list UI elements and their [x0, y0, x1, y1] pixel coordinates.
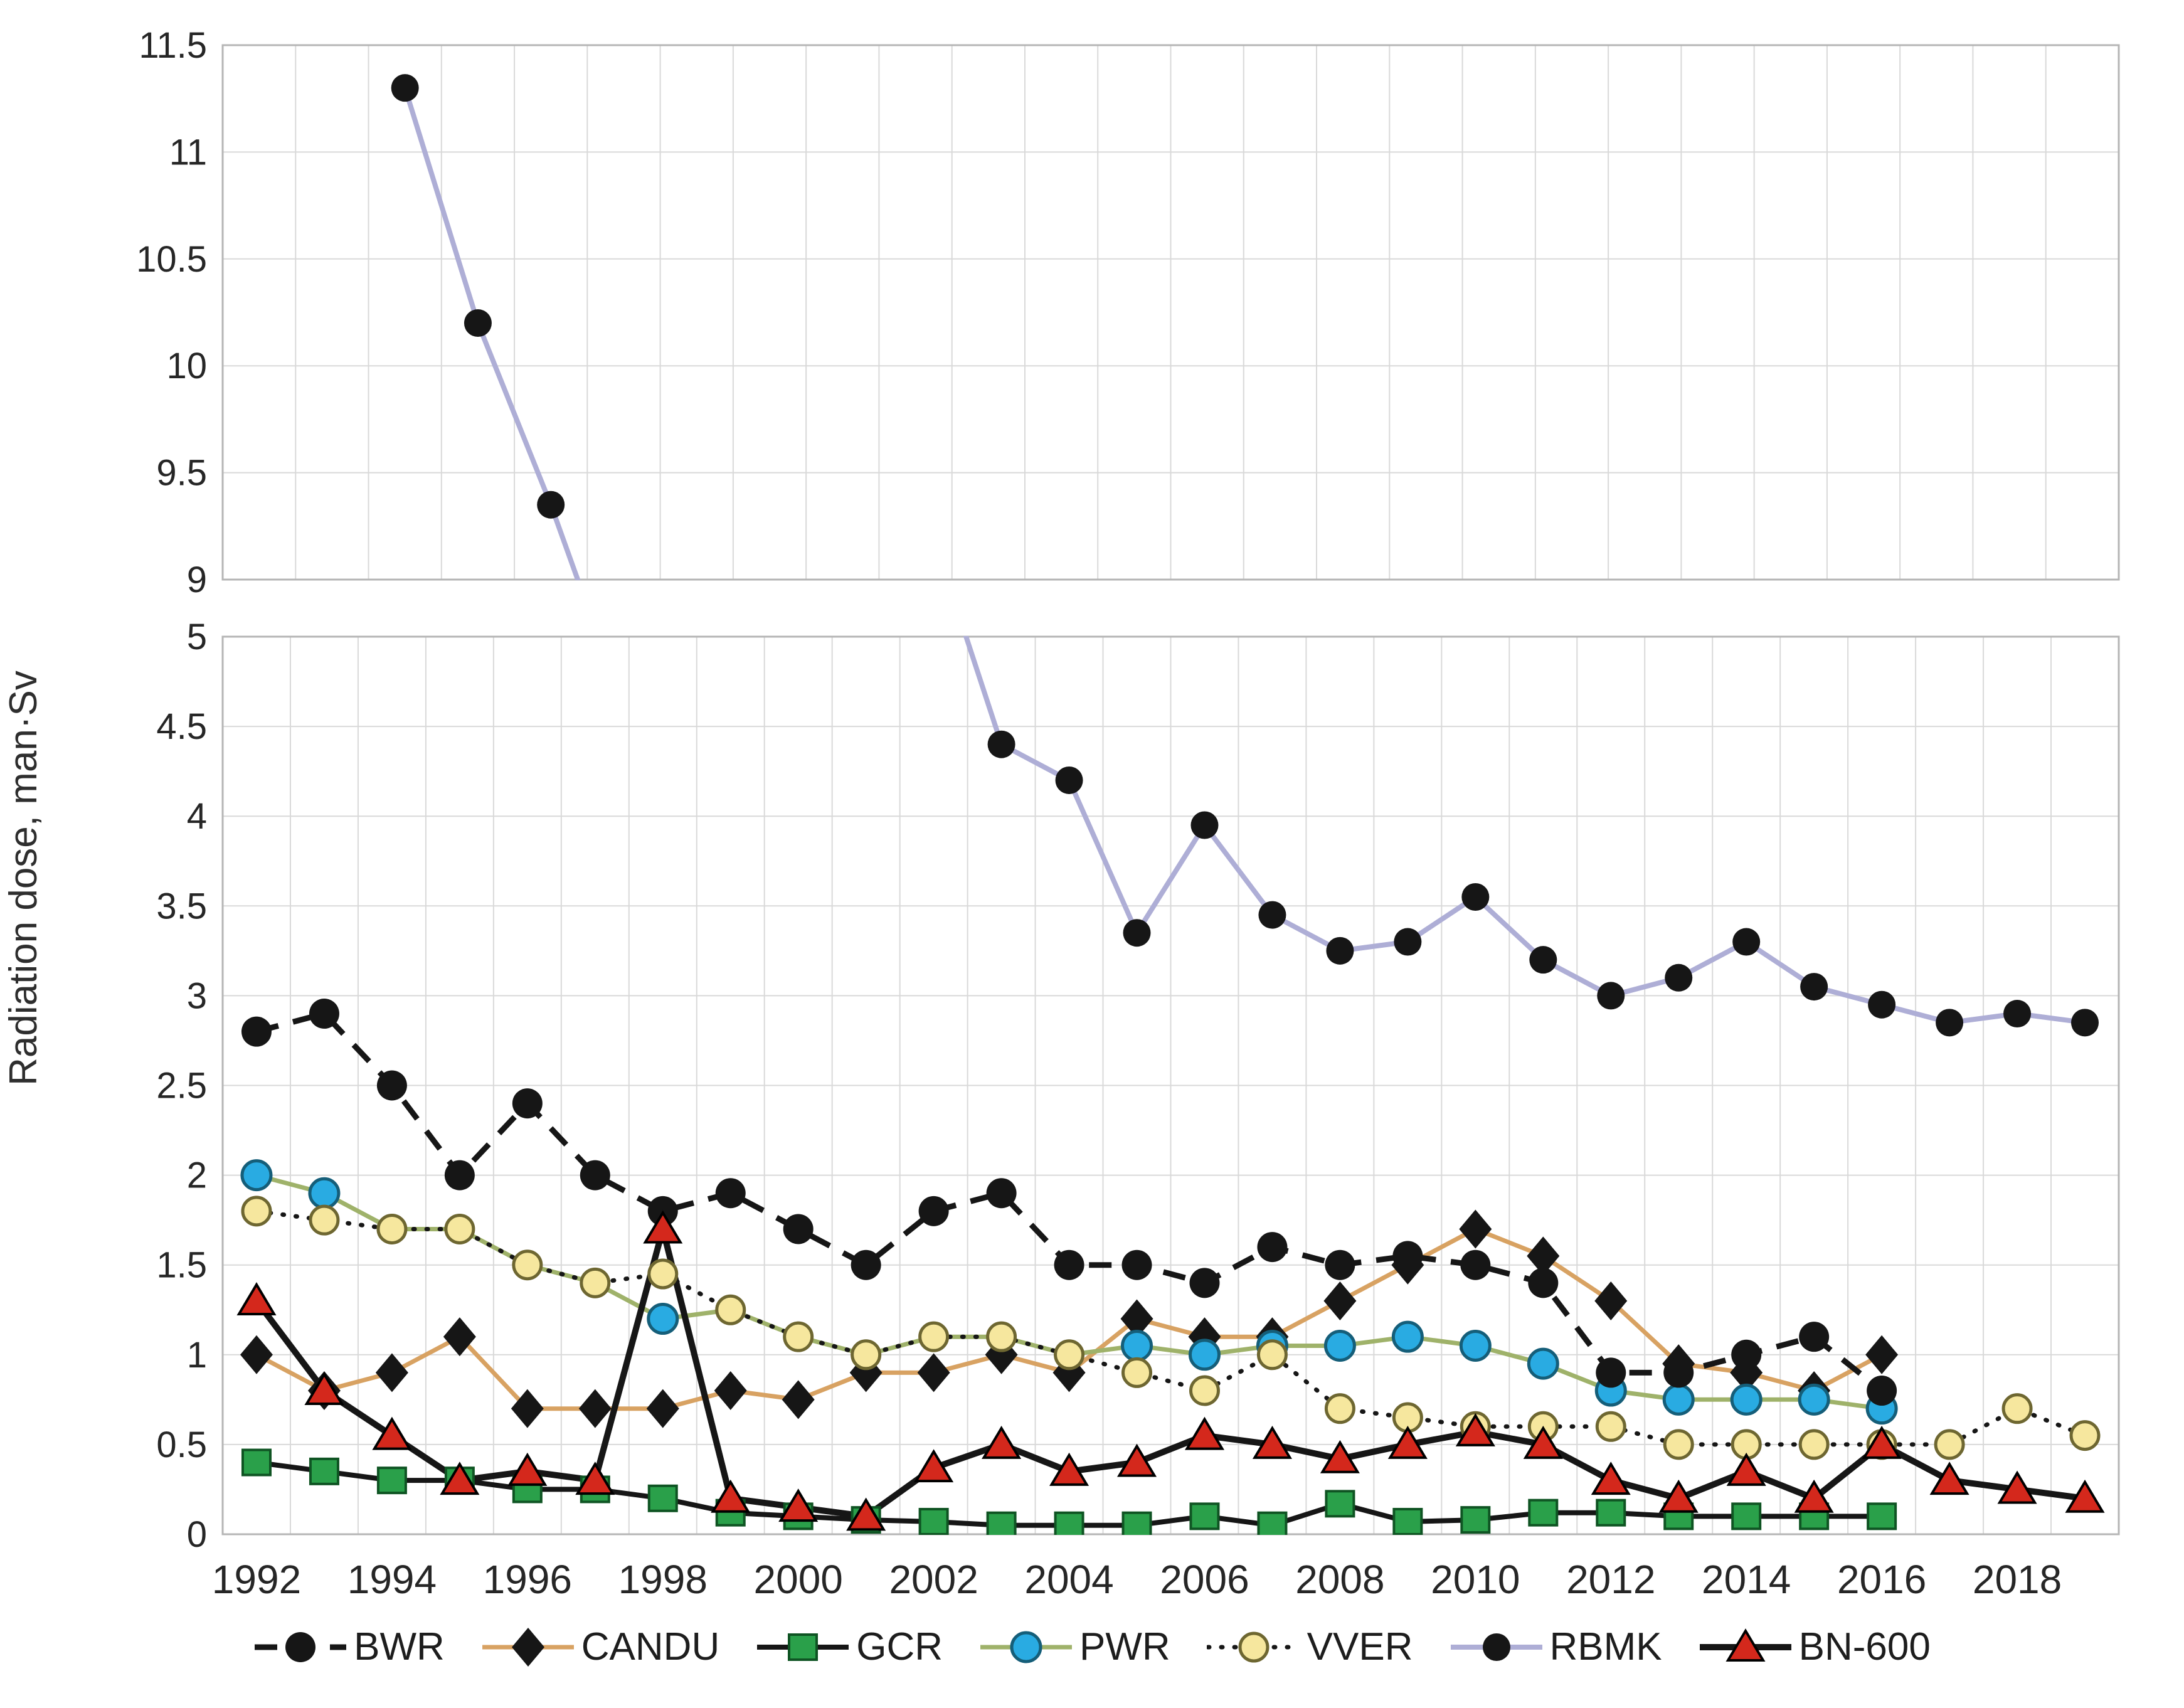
series-markers-RBMK [391, 74, 565, 519]
series-line-BN-600 [254, 1226, 2086, 1520]
y-tick-label-top: 9.5 [156, 453, 207, 494]
x-tick-label: 2014 [1702, 1557, 1791, 1602]
bottom-panel: 5 4.5 4 3.5 3 2.5 2 1.5 1 0.5 0 [156, 617, 2120, 1555]
y-tick-label-bottom: 4 [187, 796, 207, 837]
legend-item-CANDU: CANDU [481, 1624, 719, 1669]
x-tick-label: 2000 [754, 1557, 843, 1602]
y-tick-label-bottom: 2.5 [156, 1066, 207, 1106]
x-tick-label: 2008 [1295, 1557, 1384, 1602]
legend-item-VVER: VVER [1206, 1624, 1413, 1669]
x-tick-label: 2012 [1566, 1557, 1655, 1602]
legend-RBMK-marker-icon [1450, 1633, 1542, 1661]
y-tick-label-bottom: 3 [187, 975, 207, 1016]
series-line-BWR [255, 1010, 1884, 1393]
x-tick-label: 1994 [347, 1557, 437, 1602]
y-tick-label-top: 10.5 [136, 239, 207, 280]
legend-item-PWR: PWR [979, 1624, 1170, 1669]
series-line-VVER [254, 1209, 2087, 1447]
y-tick-label-bottom: 1 [187, 1335, 207, 1376]
series-line-RBMK [963, 636, 2086, 1026]
top-panel-series-markers [391, 74, 565, 519]
legend-label-CANDU: CANDU [581, 1625, 720, 1668]
x-tick-label: 2002 [889, 1557, 978, 1602]
legend-GCR-marker-icon [757, 1633, 849, 1661]
y-tick-label-bottom: 5 [187, 617, 207, 657]
legend-label-RBMK: RBMK [1549, 1625, 1662, 1668]
legend-BWR-marker-icon [255, 1632, 347, 1662]
legend-BN-600-marker-icon [1699, 1628, 1791, 1662]
x-tick-label: 1992 [212, 1557, 301, 1602]
legend-label-GCR: GCR [856, 1625, 943, 1668]
y-tick-label-top: 11.5 [139, 25, 207, 66]
x-tick-label: 2018 [1973, 1557, 2062, 1602]
x-tick-label: 2010 [1431, 1557, 1520, 1602]
series-markers-BN-600 [236, 1210, 2105, 1531]
bottom-panel-series-markers [236, 730, 2105, 1535]
legend-item-GCR: GCR [756, 1624, 943, 1669]
y-tick-label-bottom: 2 [187, 1155, 207, 1196]
chart-generated-content: 11.51110.5109.5954.543.532.521.510.50199… [136, 25, 2120, 1602]
chart-legend: BWR CANDU GCR PWR VVER RBMK BN-600 [0, 1609, 2184, 1684]
top-panel: 11.5 11 10.5 10 9.5 9 [136, 25, 2120, 600]
y-tick-label-bottom: 4.5 [156, 706, 207, 747]
y-tick-label-bottom: 3.5 [156, 886, 207, 926]
y-tick-label-bottom: 1.5 [156, 1245, 207, 1286]
top-panel-series-lines [402, 87, 581, 580]
legend-item-BN-600: BN-600 [1699, 1624, 1931, 1669]
legend-item-RBMK: RBMK [1450, 1624, 1662, 1669]
x-axis-labels: 1992 1994 1996 1998 2000 2002 2004 2006 2008 2010… [212, 1557, 2062, 1602]
series-markers-BWR [241, 999, 1897, 1406]
x-tick-label: 2006 [1160, 1557, 1249, 1602]
x-tick-label: 1996 [483, 1557, 572, 1602]
y-tick-label-top: 11 [169, 132, 207, 172]
series-markers-VVER [241, 1196, 2101, 1460]
y-tick-label-bottom: 0.5 [156, 1424, 207, 1465]
series-line-RBMK [402, 87, 581, 580]
legend-PWR-marker-icon [980, 1631, 1073, 1663]
y-tick-label-bottom: 0 [187, 1514, 207, 1555]
y-tick-label-top: 9 [187, 560, 207, 600]
y-tick-label-top: 10 [166, 346, 207, 386]
x-tick-label: 2004 [1024, 1557, 1113, 1602]
legend-label-VVER: VVER [1307, 1625, 1413, 1668]
legend-CANDU-marker-icon [482, 1628, 574, 1667]
x-tick-label: 1998 [618, 1557, 708, 1602]
legend-VVER-marker-icon [1206, 1631, 1301, 1663]
legend-label-PWR: PWR [1079, 1625, 1170, 1668]
legend-label-BN-600: BN-600 [1798, 1625, 1931, 1668]
series-markers-RBMK [987, 730, 2099, 1037]
legend-item-BWR: BWR [253, 1624, 445, 1669]
legend-label-BWR: BWR [354, 1625, 445, 1668]
y-axis-title: Radiation dose, man·Sv [2, 671, 45, 1086]
x-tick-label: 2016 [1837, 1557, 1926, 1602]
